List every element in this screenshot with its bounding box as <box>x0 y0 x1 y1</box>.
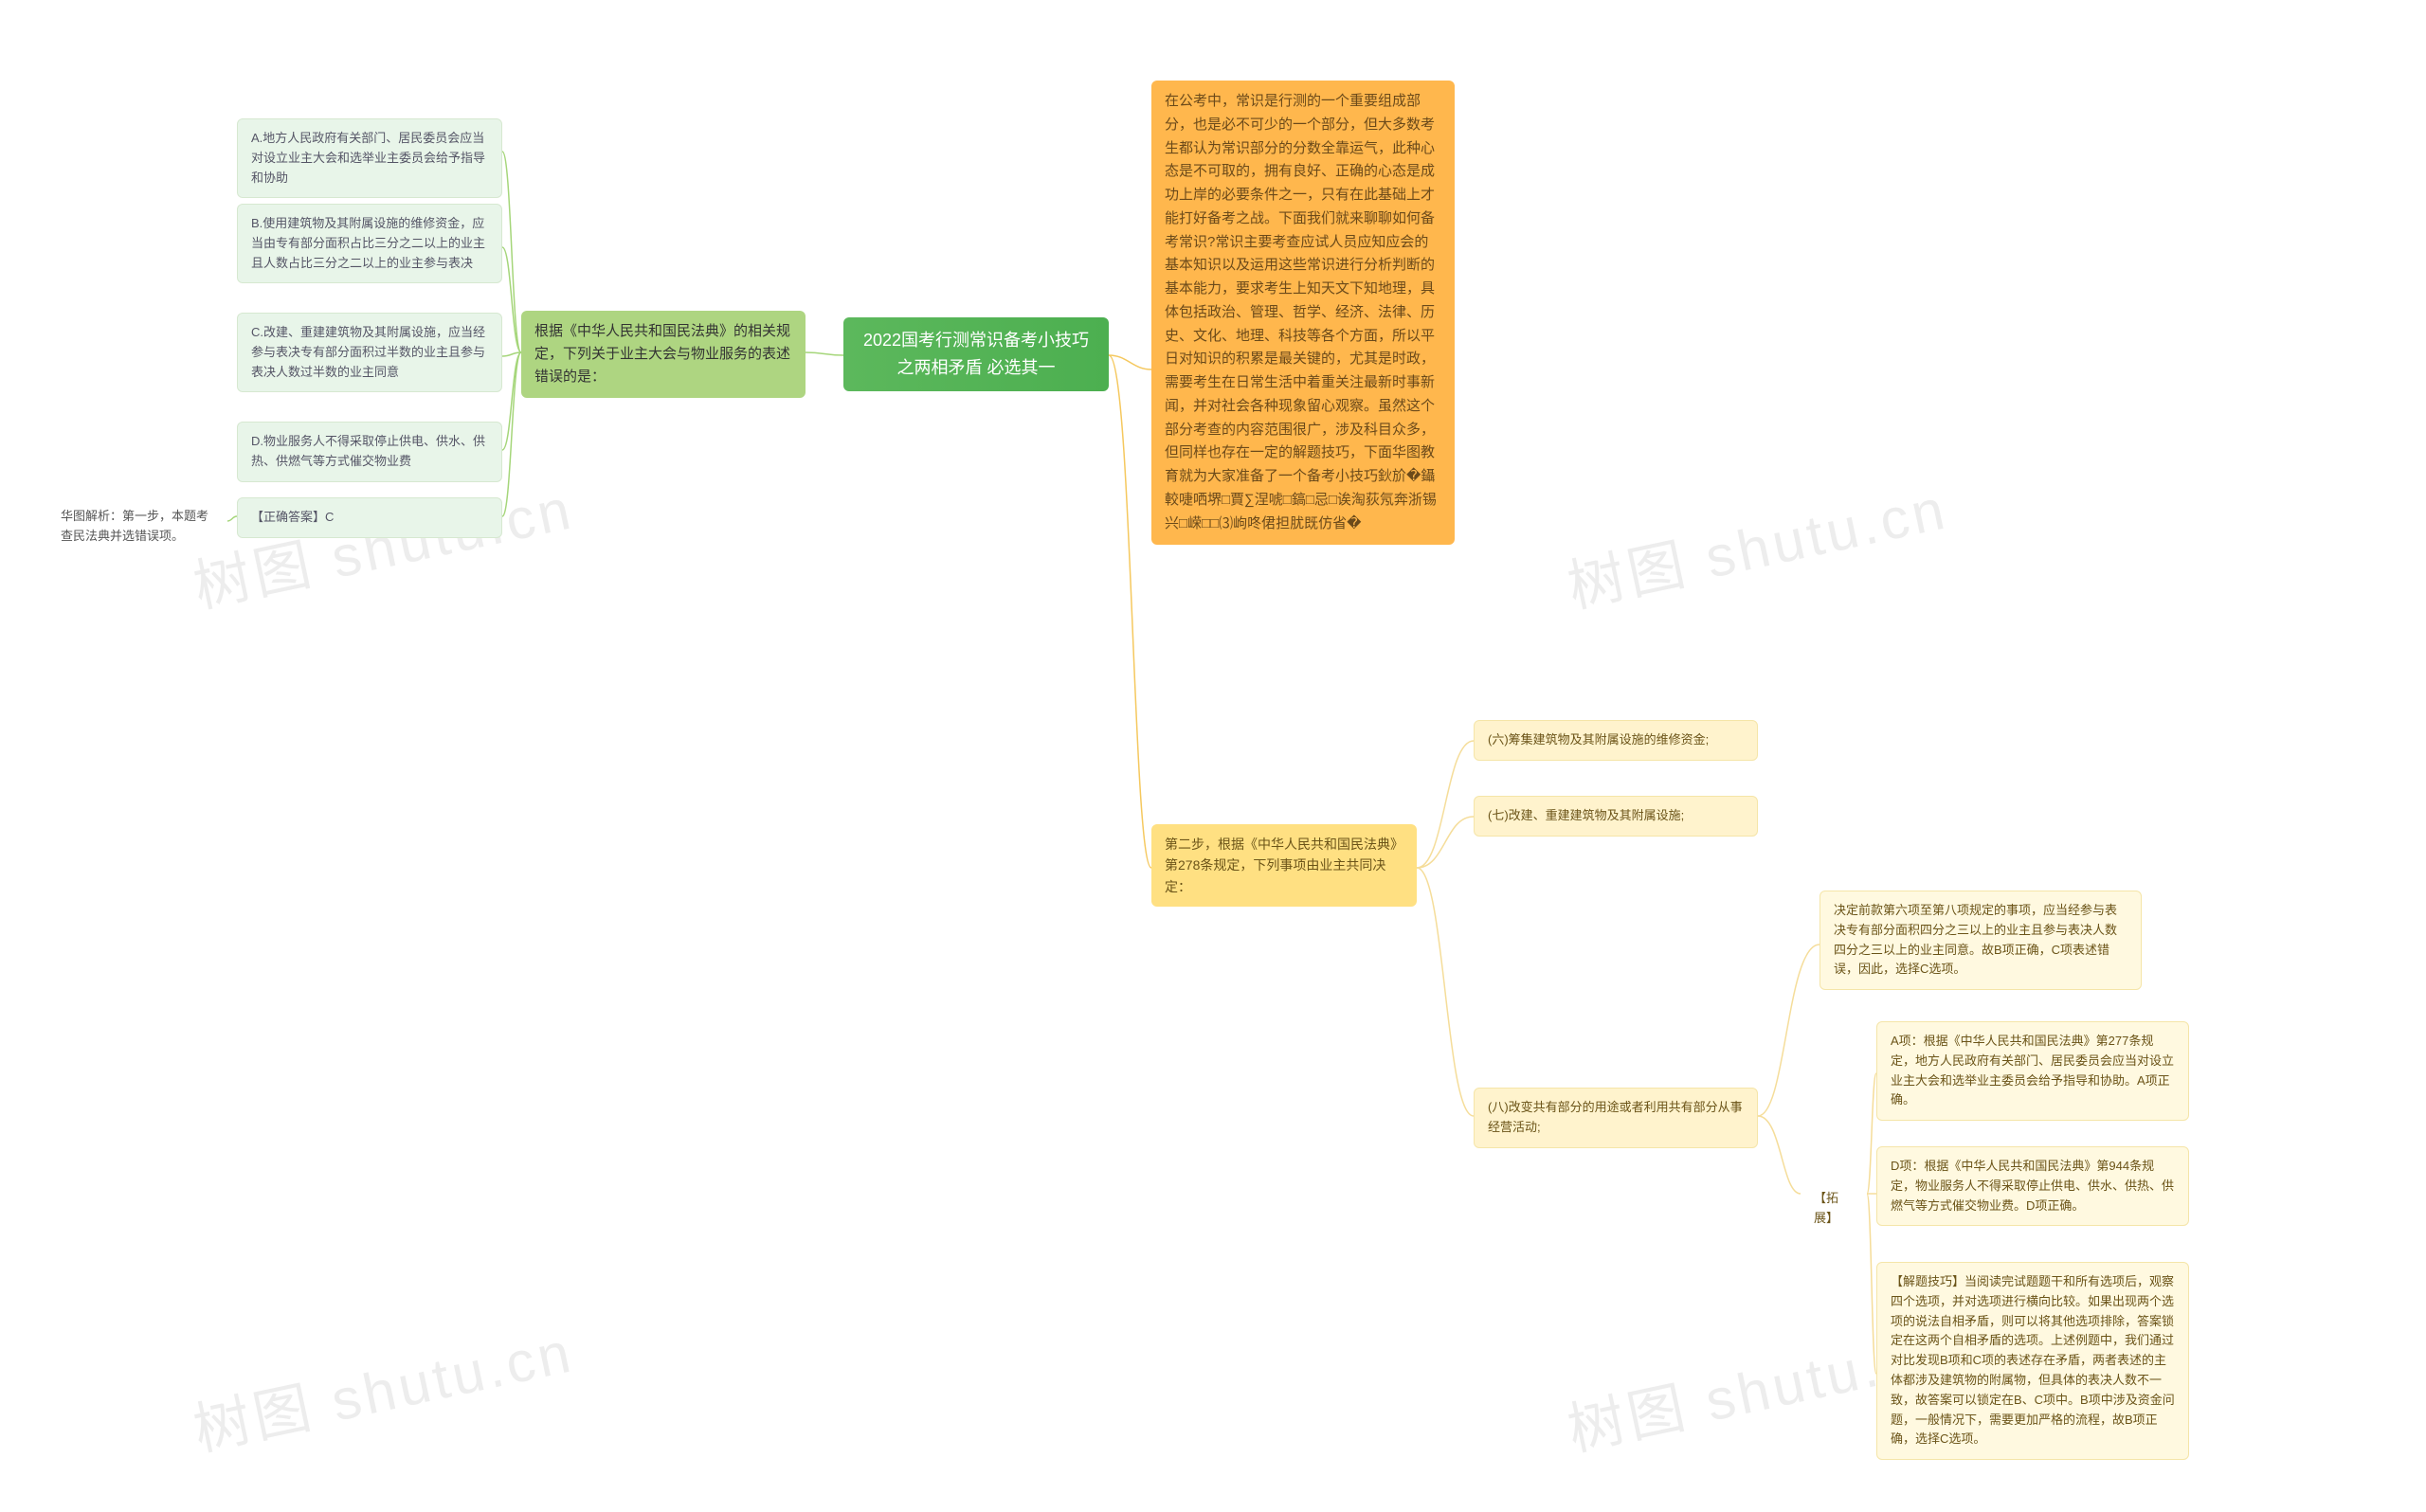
left-question-node[interactable]: 根据《中华人民共和国民法典》的相关规定，下列关于业主大会与物业服务的表述错误的是… <box>521 311 806 398</box>
right-expand-label[interactable]: 【拓展】 <box>1801 1179 1867 1238</box>
left-option-d[interactable]: D.物业服务人不得采取停止供电、供水、供热、供燃气等方式催交物业费 <box>237 422 502 482</box>
left-option-c[interactable]: C.改建、重建建筑物及其附属设施，应当经参与表决专有部分面积过半数的业主且参与表… <box>237 313 502 392</box>
right-l3-item-8[interactable]: (八)改变共有部分的用途或者利用共有部分从事经营活动; <box>1474 1088 1758 1148</box>
left-correct-answer[interactable]: 【正确答案】C <box>237 497 502 538</box>
right-l4-a[interactable]: A项：根据《中华人民共和国民法典》第277条规定，地方人民政府有关部门、居民委员… <box>1876 1021 2189 1121</box>
watermark: 树图 shutu.cn <box>185 1306 580 1467</box>
root-node[interactable]: 2022国考行测常识备考小技巧之两相矛盾 必选其一 <box>843 317 1109 391</box>
left-option-b[interactable]: B.使用建筑物及其附属设施的维修资金，应当由专有部分面积占比三分之二以上的业主且… <box>237 204 502 283</box>
right-l3-item-6[interactable]: (六)筹集建筑物及其附属设施的维修资金; <box>1474 720 1758 761</box>
right-l4-technique[interactable]: 【解题技巧】当阅读完试题题干和所有选项后，观察四个选项，并对选项进行横向比较。如… <box>1876 1262 2189 1460</box>
left-option-a[interactable]: A.地方人民政府有关部门、居民委员会应当对设立业主大会和选举业主委员会给予指导和… <box>237 118 502 198</box>
right-l4-d[interactable]: D项：根据《中华人民共和国民法典》第944条规定，物业服务人不得采取停止供电、供… <box>1876 1146 2189 1226</box>
right-intro-node[interactable]: 在公考中，常识是行测的一个重要组成部分，也是必不可少的一个部分，但大多数考生都认… <box>1151 81 1455 545</box>
watermark: 树图 shutu.cn <box>1559 463 1954 624</box>
left-explain-note: 华图解析：第一步，本题考查民法典并选错误项。 <box>47 497 227 556</box>
right-l3-item-7[interactable]: (七)改建、重建建筑物及其附属设施; <box>1474 796 1758 837</box>
mindmap-canvas: 树图 shutu.cn 树图 shutu.cn 树图 shutu.cn 树图 s… <box>0 0 2426 1512</box>
watermark: 树图 shutu.cn <box>185 463 580 624</box>
right-l4-summary[interactable]: 决定前款第六项至第八项规定的事项，应当经参与表决专有部分面积四分之三以上的业主且… <box>1820 891 2142 990</box>
right-step2-node[interactable]: 第二步，根据《中华人民共和国民法典》第278条规定，下列事项由业主共同决定： <box>1151 824 1417 907</box>
